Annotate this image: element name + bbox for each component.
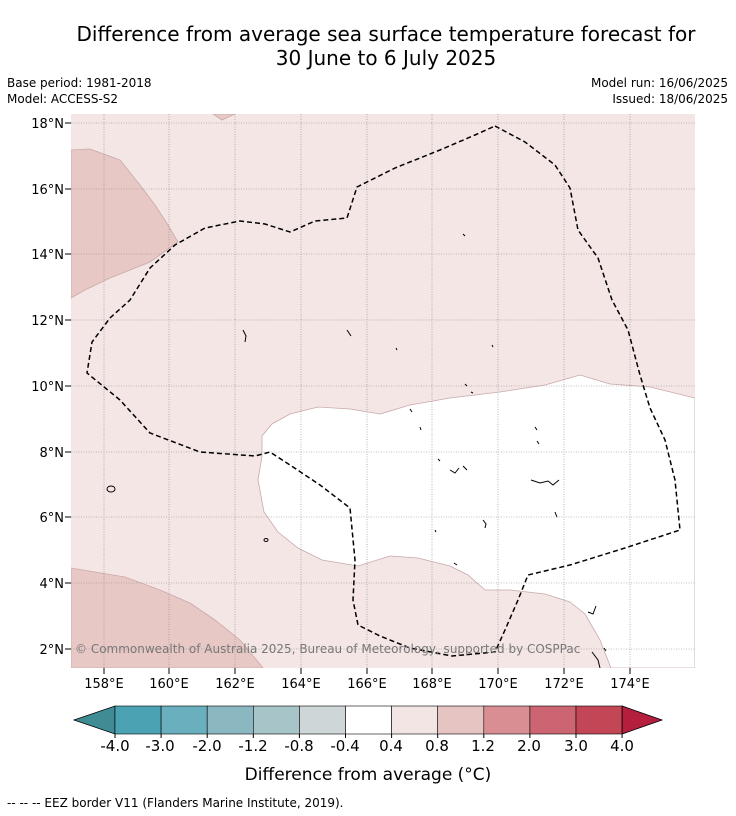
- colorbar-tick-label: -2.0: [192, 737, 221, 755]
- lon-label: 166°E: [347, 677, 387, 692]
- anomaly-0-8-to-1-2-southwest: [71, 567, 264, 668]
- lat-label: 6°N: [40, 511, 65, 526]
- lon-label: 164°E: [281, 677, 321, 692]
- colorbar-tick-label: 0.8: [425, 737, 449, 755]
- colorbar-cell: [253, 705, 300, 735]
- colorbar-low-arrow: [72, 705, 116, 735]
- lon-label: 168°E: [412, 677, 452, 692]
- colorbar-tick-label: 4.0: [610, 737, 634, 755]
- colorbar-cell: [206, 705, 254, 735]
- longitude-axis: 158°E 160°E 162°E 164°E 166°E 168°E 170°…: [84, 668, 650, 692]
- latitude-gridlines: [71, 122, 695, 650]
- lon-label: 174°E: [610, 677, 650, 692]
- lat-label: 18°N: [31, 117, 64, 132]
- lat-label: 2°N: [40, 643, 65, 658]
- colorbar-cell: [114, 705, 162, 735]
- colorbar-tick-label: -1.2: [238, 737, 267, 755]
- anomaly-0-8-to-1-2-north-sliver: [212, 114, 236, 121]
- lon-label: 162°E: [215, 677, 255, 692]
- colorbar-cell: [437, 705, 485, 735]
- colorbar-cell: [299, 705, 346, 735]
- meta-left: Base period: 1981-2018 Model: ACCESS-S2: [7, 75, 152, 107]
- lon-label: 170°E: [478, 677, 518, 692]
- lon-label: 158°E: [84, 677, 124, 692]
- lat-label: 8°N: [40, 446, 65, 461]
- map-title: Difference from average sea surface temp…: [0, 22, 736, 70]
- colorbar-cell: [483, 705, 531, 735]
- meta-right: Model run: 16/06/2025 Issued: 18/06/2025: [591, 75, 728, 107]
- lat-label: 14°N: [31, 248, 64, 263]
- model-name: Model: ACCESS-S2: [7, 92, 119, 106]
- colorbar-tick-label: 1.2: [471, 737, 495, 755]
- colorbar-label: Difference from average (°C): [245, 765, 492, 785]
- lon-label: 160°E: [149, 677, 189, 692]
- colorbar: -4.0 -3.0 -2.0 -1.2 -0.8 -0.4 0.4 0.8 1.…: [72, 705, 664, 785]
- colorbar-tick-label: -0.4: [330, 737, 359, 755]
- lon-label: 172°E: [544, 677, 584, 692]
- colorbar-cell: [575, 705, 623, 735]
- island-outlines: [106, 233, 607, 668]
- colorbar-ticks: -4.0 -3.0 -2.0 -1.2 -0.8 -0.4 0.4 0.8 1.…: [100, 734, 634, 755]
- lat-label: 16°N: [31, 183, 64, 198]
- issued-date: Issued: 18/06/2025: [612, 92, 728, 106]
- near-average-region: [257, 374, 695, 668]
- lat-label: 10°N: [31, 380, 64, 395]
- colorbar-tick-label: -3.0: [145, 737, 174, 755]
- latitude-axis: 18°N 16°N 14°N 12°N 10°N 8°N 6°N 4°N 2°N: [31, 117, 71, 658]
- eez-border: [86, 125, 681, 657]
- colorbar-cell: [345, 705, 392, 735]
- colorbar-tick-label: 0.4: [379, 737, 403, 755]
- base-period: Base period: 1981-2018: [7, 76, 152, 90]
- title-line-2: 30 June to 6 July 2025: [275, 46, 497, 70]
- map-panel: © Commonwealth of Australia 2025, Bureau…: [71, 114, 695, 668]
- anomaly-0-8-to-1-2-northwest: [71, 148, 179, 299]
- model-run: Model run: 16/06/2025: [590, 76, 728, 90]
- colorbar-cells: [72, 705, 664, 735]
- colorbar-tick-label: 3.0: [564, 737, 588, 755]
- colorbar-high-arrow: [621, 705, 664, 735]
- colorbar-cell: [391, 705, 439, 735]
- colorbar-tick-label: 2.0: [517, 737, 541, 755]
- title-line-1: Difference from average sea surface temp…: [76, 22, 696, 46]
- colorbar-tick-label: -0.8: [284, 737, 313, 755]
- copyright-notice: © Commonwealth of Australia 2025, Bureau…: [75, 642, 580, 656]
- colorbar-cell: [160, 705, 208, 735]
- colorbar-tick-label: -4.0: [100, 737, 129, 755]
- lat-label: 4°N: [40, 577, 65, 592]
- eez-border-footnote: -- -- -- EEZ border V11 (Flanders Marine…: [7, 796, 344, 810]
- colorbar-cell: [529, 705, 577, 735]
- lat-label: 12°N: [31, 314, 64, 329]
